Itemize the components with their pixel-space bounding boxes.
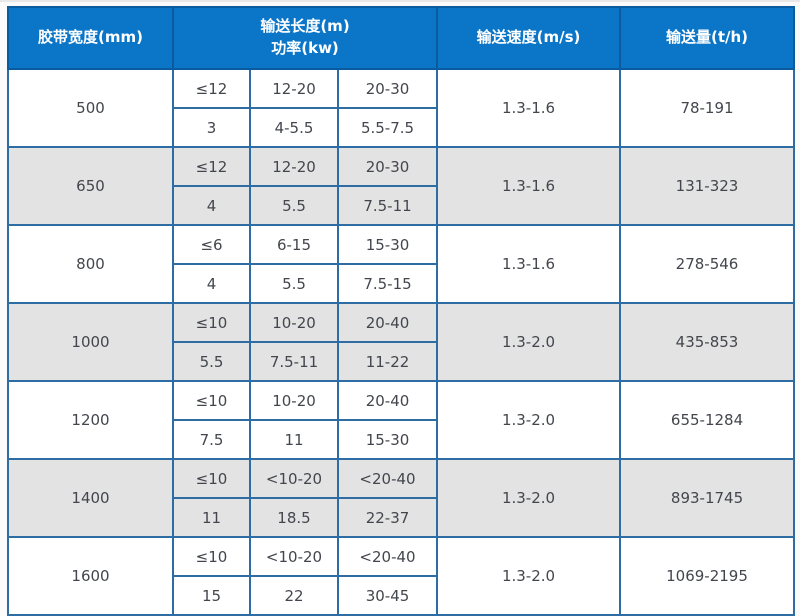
table-row-length: 1600 ≤10 <10-20 <20-40 1.3-2.0 1069-2195 xyxy=(7,536,796,616)
cell-belt-width: 1600 xyxy=(7,536,174,616)
table-row-length: 500 ≤12 12-20 20-30 1.3-1.6 78-191 xyxy=(7,68,796,148)
cell-power-1: 15 xyxy=(172,575,251,616)
cell-power-3: 7.5-11 xyxy=(336,185,439,226)
table-row-power: 11 18.5 22-37 xyxy=(8,497,794,538)
conveyor-spec-table: 胶带宽度(mm) 输送长度(m) 功率(kw) 输送速度(m/s) 输送量(t/… xyxy=(7,6,796,616)
cell-length-range-1: ≤10 xyxy=(172,458,251,499)
cell-length-range-1: ≤6 xyxy=(172,224,251,265)
table-header: 胶带宽度(mm) 输送长度(m) 功率(kw) 输送速度(m/s) 输送量(t/… xyxy=(7,6,796,70)
cell-speed: 1.3-2.0 xyxy=(436,536,622,616)
cell-belt-width: 800 xyxy=(7,224,174,304)
header-belt-width: 胶带宽度(mm) xyxy=(7,6,174,70)
cell-length-range-2: 12-20 xyxy=(249,68,339,109)
cell-capacity: 78-191 xyxy=(619,68,796,148)
cell-length-range-1: ≤12 xyxy=(172,146,251,187)
header-capacity: 输送量(t/h) xyxy=(619,6,796,70)
table-row-length: 1400 ≤10 <10-20 <20-40 1.3-2.0 893-1745 xyxy=(7,458,796,538)
cell-power-1: 4 xyxy=(172,185,251,226)
header-length-power: 输送长度(m) 功率(kw) xyxy=(171,6,439,70)
cell-length-range-2: 10-20 xyxy=(249,380,339,421)
cell-length-range-1: ≤10 xyxy=(172,536,251,577)
table-row-power: 4 5.5 7.5-11 xyxy=(8,185,794,226)
cell-belt-width: 500 xyxy=(7,68,174,148)
cell-power-1: 4 xyxy=(172,263,251,304)
cell-speed: 1.3-1.6 xyxy=(436,224,622,304)
cell-power-2: 7.5-11 xyxy=(249,341,339,382)
cell-power-3: 30-45 xyxy=(336,575,439,616)
cell-speed: 1.3-2.0 xyxy=(436,458,622,538)
cell-length-range-3: 20-40 xyxy=(336,302,439,343)
cell-speed: 1.3-2.0 xyxy=(436,380,622,460)
cell-power-1: 5.5 xyxy=(172,341,251,382)
cell-length-range-2: 12-20 xyxy=(249,146,339,187)
cell-length-range-2: <10-20 xyxy=(249,458,339,499)
header-row: 胶带宽度(mm) 输送长度(m) 功率(kw) 输送速度(m/s) 输送量(t/… xyxy=(7,6,796,70)
cell-length-range-3: <20-40 xyxy=(336,458,439,499)
cell-power-1: 7.5 xyxy=(172,419,251,460)
cell-power-2: 22 xyxy=(249,575,339,616)
cell-length-range-1: ≤10 xyxy=(172,380,251,421)
cell-length-range-1: ≤12 xyxy=(172,68,251,109)
cell-power-3: 22-37 xyxy=(336,497,439,538)
cell-capacity: 1069-2195 xyxy=(619,536,796,616)
cell-length-range-3: 20-30 xyxy=(336,68,439,109)
cell-belt-width: 650 xyxy=(7,146,174,226)
cell-length-range-3: 15-30 xyxy=(336,224,439,265)
header-length-line: 输送长度(m) xyxy=(260,17,350,36)
cell-length-range-3: <20-40 xyxy=(336,536,439,577)
cell-length-range-3: 20-40 xyxy=(336,380,439,421)
table-row-power: 5.5 7.5-11 11-22 xyxy=(8,341,794,382)
cell-power-2: 4-5.5 xyxy=(249,107,339,148)
cell-power-1: 11 xyxy=(172,497,251,538)
cell-power-1: 3 xyxy=(172,107,251,148)
table-row-length: 650 ≤12 12-20 20-30 1.3-1.6 131-323 xyxy=(7,146,796,226)
cell-power-3: 15-30 xyxy=(336,419,439,460)
header-power-line: 功率(kw) xyxy=(271,39,339,57)
cell-speed: 1.3-1.6 xyxy=(436,68,622,148)
table-row-power: 7.5 11 15-30 xyxy=(8,419,794,460)
cell-belt-width: 1200 xyxy=(7,380,174,460)
cell-capacity: 893-1745 xyxy=(619,458,796,538)
cell-belt-width: 1400 xyxy=(7,458,174,538)
table-row-power: 4 5.5 7.5-15 xyxy=(8,263,794,304)
cell-power-3: 5.5-7.5 xyxy=(336,107,439,148)
cell-power-2: 5.5 xyxy=(249,185,339,226)
table-row-length: 800 ≤6 6-15 15-30 1.3-1.6 278-546 xyxy=(7,224,796,304)
cell-belt-width: 1000 xyxy=(7,302,174,382)
cell-capacity: 435-853 xyxy=(619,302,796,382)
header-speed: 输送速度(m/s) xyxy=(436,6,622,70)
cell-power-3: 7.5-15 xyxy=(336,263,439,304)
cell-power-2: 5.5 xyxy=(249,263,339,304)
cell-power-2: 11 xyxy=(249,419,339,460)
table-row-length: 1000 ≤10 10-20 20-40 1.3-2.0 435-853 xyxy=(7,302,796,382)
cell-length-range-2: <10-20 xyxy=(249,536,339,577)
table-body: 500 ≤12 12-20 20-30 1.3-1.6 78-191 3 4-5… xyxy=(7,68,796,616)
cell-speed: 1.3-1.6 xyxy=(436,146,622,226)
cell-speed: 1.3-2.0 xyxy=(436,302,622,382)
cell-capacity: 655-1284 xyxy=(619,380,796,460)
cell-length-range-3: 20-30 xyxy=(336,146,439,187)
cell-power-3: 11-22 xyxy=(336,341,439,382)
table-row-power: 3 4-5.5 5.5-7.5 xyxy=(8,107,794,148)
cell-capacity: 278-546 xyxy=(619,224,796,304)
cell-power-2: 18.5 xyxy=(249,497,339,538)
cell-length-range-2: 10-20 xyxy=(249,302,339,343)
cell-length-range-2: 6-15 xyxy=(249,224,339,265)
cell-capacity: 131-323 xyxy=(619,146,796,226)
table-row-length: 1200 ≤10 10-20 20-40 1.3-2.0 655-1284 xyxy=(7,380,796,460)
cell-length-range-1: ≤10 xyxy=(172,302,251,343)
